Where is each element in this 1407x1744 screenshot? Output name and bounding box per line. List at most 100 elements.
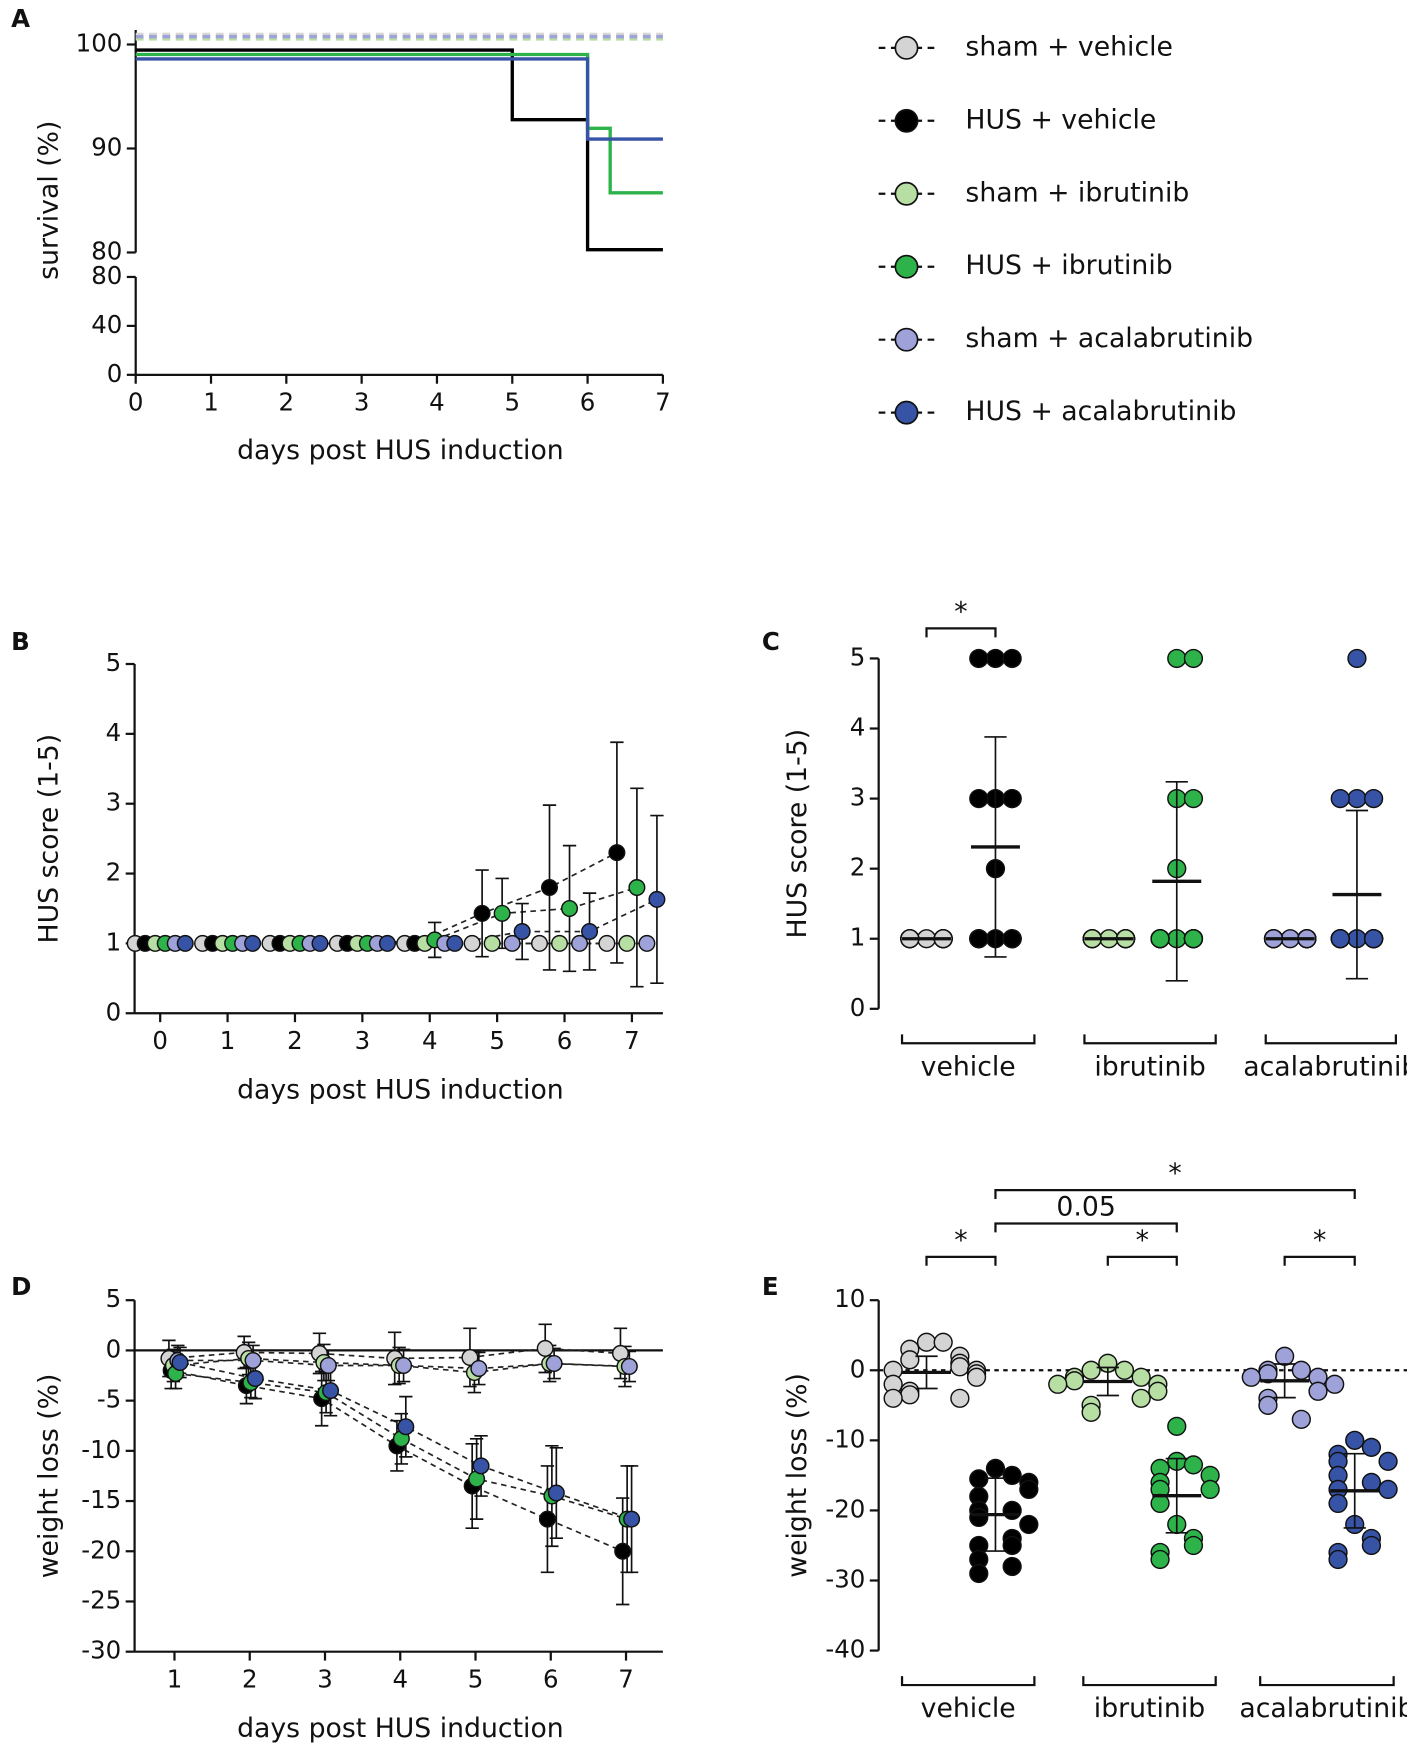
y-tick-label: 5 bbox=[850, 642, 866, 671]
point bbox=[1364, 788, 1384, 809]
point bbox=[176, 934, 194, 952]
point bbox=[561, 899, 579, 917]
x-tick-label: 4 bbox=[429, 388, 445, 417]
x-tick-label: 3 bbox=[355, 1026, 371, 1055]
point bbox=[1328, 1493, 1348, 1514]
y-tick-label: 0 bbox=[850, 993, 866, 1022]
legend-label: sham + acalabrutinib bbox=[965, 323, 1253, 354]
x-tick-label: 7 bbox=[655, 388, 671, 417]
x-tick-label: 1 bbox=[220, 1026, 236, 1055]
y-axis-label: HUS score (1-5) bbox=[782, 729, 813, 939]
x-tick-label: 0 bbox=[128, 388, 144, 417]
y-tick-label: -15 bbox=[81, 1485, 121, 1514]
y-tick-label: 3 bbox=[850, 783, 866, 812]
point bbox=[1167, 648, 1187, 669]
x-axis-label: days post HUS induction bbox=[237, 1713, 564, 1744]
point bbox=[1002, 648, 1022, 669]
legend-marker bbox=[894, 35, 919, 60]
y-tick-label: 40 bbox=[91, 310, 122, 339]
point bbox=[608, 844, 626, 862]
significance-label: 0.05 bbox=[1056, 1191, 1115, 1222]
significance-label: * bbox=[954, 596, 967, 627]
panel-label: D bbox=[11, 1272, 31, 1301]
x-tick-label: 0 bbox=[152, 1026, 168, 1055]
point bbox=[1002, 929, 1022, 949]
y-tick-label: -30 bbox=[81, 1636, 121, 1665]
point bbox=[1361, 1472, 1382, 1493]
point bbox=[1330, 788, 1350, 809]
point bbox=[618, 934, 636, 952]
point bbox=[1064, 1371, 1085, 1391]
point bbox=[1150, 929, 1170, 949]
point bbox=[571, 934, 589, 952]
point bbox=[503, 934, 521, 952]
group-label: vehicle bbox=[921, 1051, 1016, 1082]
y-tick-label: 1 bbox=[106, 927, 122, 956]
point bbox=[1347, 648, 1367, 669]
group-label: ibrutinib bbox=[1094, 1693, 1205, 1724]
point bbox=[472, 1457, 490, 1475]
point bbox=[620, 1357, 638, 1376]
point bbox=[598, 934, 616, 952]
point bbox=[171, 1353, 189, 1371]
group-bracket bbox=[1083, 1034, 1217, 1045]
x-tick-label: 5 bbox=[468, 1665, 484, 1694]
legend-marker bbox=[894, 254, 919, 279]
point bbox=[1048, 1374, 1068, 1394]
group-bracket bbox=[900, 1034, 1036, 1045]
y-tick-label: -30 bbox=[825, 1565, 865, 1594]
legend-marker bbox=[894, 108, 919, 133]
y-tick-label: -10 bbox=[81, 1435, 121, 1464]
point bbox=[540, 879, 559, 897]
y-tick-label: -10 bbox=[825, 1424, 865, 1453]
point bbox=[322, 1382, 340, 1400]
point bbox=[1275, 1346, 1295, 1366]
point bbox=[648, 890, 666, 908]
significance-bracket bbox=[1283, 1255, 1356, 1266]
y-tick-label: 90 bbox=[91, 132, 122, 161]
point bbox=[530, 934, 549, 952]
group-label: acalabrutinib bbox=[1243, 1051, 1407, 1082]
point bbox=[1241, 1367, 1261, 1387]
legend-label: HUS + ibrutinib bbox=[965, 250, 1172, 281]
point bbox=[581, 923, 599, 941]
point bbox=[969, 648, 989, 669]
x-tick-label: 3 bbox=[317, 1665, 333, 1694]
group-bracket bbox=[900, 1676, 1036, 1687]
y-tick-label: 3 bbox=[106, 788, 122, 817]
point bbox=[985, 1458, 1006, 1479]
x-tick-label: 2 bbox=[287, 1026, 303, 1055]
point bbox=[1131, 1388, 1151, 1408]
significance-bracket bbox=[994, 1222, 1178, 1233]
x-tick-label: 1 bbox=[203, 388, 219, 417]
point bbox=[1330, 929, 1350, 949]
y-tick-label: -5 bbox=[97, 1385, 121, 1414]
point bbox=[969, 1507, 989, 1528]
point bbox=[966, 1367, 987, 1387]
significance-label: * bbox=[1313, 1225, 1326, 1256]
significance-bracket bbox=[994, 1188, 1356, 1199]
series-line bbox=[145, 851, 618, 945]
point bbox=[536, 1339, 554, 1357]
x-tick-label: 2 bbox=[279, 388, 295, 417]
point bbox=[1361, 1535, 1382, 1556]
point bbox=[397, 1418, 415, 1436]
point bbox=[1002, 788, 1022, 809]
x-axis-label: days post HUS induction bbox=[237, 435, 564, 466]
point bbox=[1002, 1535, 1022, 1556]
x-tick-label: 4 bbox=[422, 1026, 438, 1055]
group-label: acalabrutinib bbox=[1239, 1693, 1407, 1724]
x-tick-label: 6 bbox=[557, 1026, 573, 1055]
point bbox=[1183, 788, 1204, 809]
group-label: ibrutinib bbox=[1094, 1051, 1205, 1082]
legend-label: HUS + acalabrutinib bbox=[965, 396, 1236, 427]
point bbox=[1002, 1556, 1022, 1577]
point bbox=[1019, 1514, 1039, 1535]
legend-label: sham + vehicle bbox=[965, 31, 1173, 62]
point bbox=[378, 934, 396, 952]
significance-label: * bbox=[1136, 1225, 1149, 1256]
point bbox=[1114, 1360, 1135, 1380]
series-line bbox=[185, 898, 658, 945]
point bbox=[1325, 1374, 1345, 1394]
legend-marker bbox=[894, 400, 919, 425]
